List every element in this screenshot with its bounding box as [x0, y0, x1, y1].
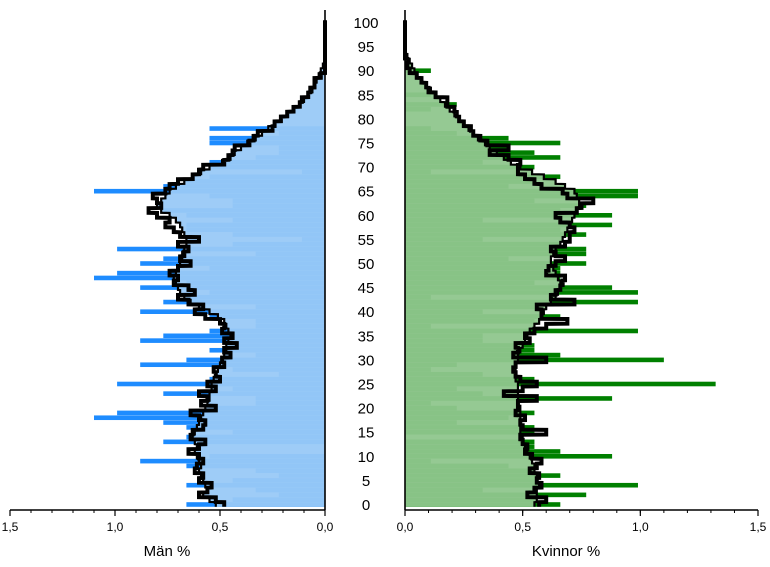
men-panel: 1,5 1,0 0,5 0,0 Män %	[2, 10, 334, 560]
women-outline-bar	[405, 381, 716, 387]
men-tick-label: 0,5	[212, 520, 229, 534]
age-tick-label: 50	[358, 256, 375, 273]
women-smoothed-area	[405, 20, 580, 507]
men-smoothed-line	[155, 20, 327, 507]
age-tick-label: 100	[353, 15, 378, 32]
age-tick-label: 20	[358, 401, 375, 418]
women-axis-title: Kvinnor %	[532, 543, 600, 560]
age-tick-label: 65	[358, 184, 375, 201]
age-tick-label: 5	[362, 473, 370, 490]
age-tick-label: 45	[358, 280, 375, 297]
women-panel: 0,0 0,5 1,0 1,5 Kvinnor %	[397, 10, 767, 560]
age-tick-label: 95	[358, 39, 375, 56]
age-tick-label: 80	[358, 111, 375, 128]
men-tick-label: 1,5	[2, 520, 19, 534]
women-annual-line	[403, 20, 596, 507]
women-tick-label: 0,5	[514, 520, 531, 534]
age-tick-label: 15	[358, 425, 375, 442]
age-tick-label: 85	[358, 87, 375, 104]
age-tick-label: 0	[362, 497, 370, 514]
women-tick-label: 1,0	[632, 520, 649, 534]
age-tick-label: 60	[358, 208, 375, 225]
women-x-ticks: 0,0 0,5 1,0 1,5	[397, 510, 767, 534]
age-tick-label: 75	[358, 136, 375, 153]
men-smoothed-area	[157, 20, 325, 507]
age-tick-labels: 0 5 10 15 20 25 30 35 40 45 50 55 60 65 70 75 80 85 90 95 10…	[353, 15, 378, 514]
men-tick-label: 1,0	[107, 520, 124, 534]
age-tick-label: 40	[358, 304, 375, 321]
women-tick-label: 1,5	[750, 520, 767, 534]
age-tick-label: 35	[358, 328, 375, 345]
women-outline-bar	[405, 68, 431, 73]
age-tick-label: 70	[358, 160, 375, 177]
age-tick-label: 90	[358, 63, 375, 80]
men-x-ticks: 1,5 1,0 0,5 0,0	[2, 510, 334, 534]
men-axis-title: Män %	[144, 543, 191, 560]
age-tick-label: 25	[358, 377, 375, 394]
age-tick-label: 10	[358, 449, 375, 466]
women-tick-label: 0,0	[397, 520, 414, 534]
women-smoothed-line	[403, 20, 581, 507]
age-tick-label: 55	[358, 232, 375, 249]
men-tick-label: 0,0	[317, 520, 334, 534]
women-outline-bar	[405, 357, 664, 363]
age-tick-label: 30	[358, 352, 375, 369]
